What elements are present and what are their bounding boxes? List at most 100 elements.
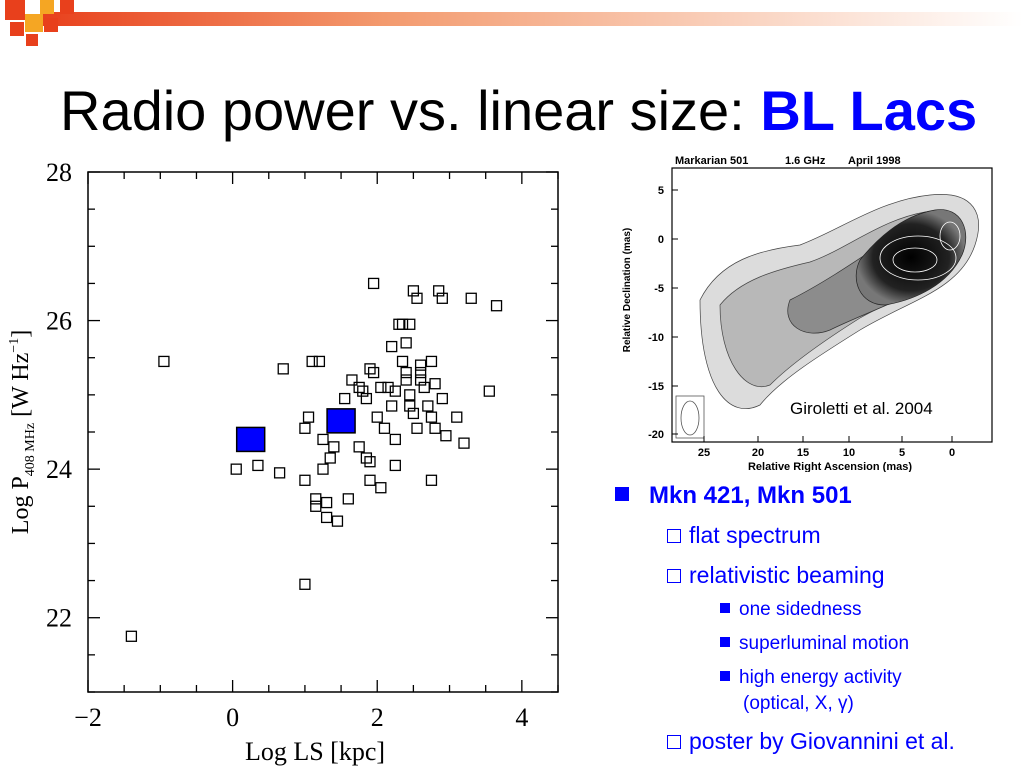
data-point — [367, 366, 380, 379]
y-tick-label: 22 — [46, 604, 72, 633]
bullet-superluminal: superluminal motion — [720, 631, 909, 657]
data-point — [378, 422, 391, 434]
data-point — [299, 578, 311, 590]
data-point — [458, 437, 470, 449]
data-point — [411, 422, 423, 434]
data-point — [400, 366, 412, 379]
map-y-tick-label: -15 — [648, 381, 664, 393]
map-x-label: Relative Right Ascension (mas) — [748, 461, 912, 472]
x-axis-label: Log LS [kpc] — [245, 737, 385, 766]
map-x-tick-label: 10 — [843, 447, 855, 459]
data-point — [317, 463, 329, 475]
x-tick-label: 2 — [371, 703, 384, 732]
map-x-tick-label: 25 — [698, 447, 710, 459]
highlight-point — [235, 426, 266, 453]
data-point — [273, 467, 286, 479]
data-point — [339, 392, 351, 405]
map-x-tick-label: 15 — [797, 447, 809, 459]
data-point — [389, 459, 401, 472]
data-point — [422, 400, 434, 412]
map-header-source: Markarian 501 — [675, 155, 748, 167]
data-point — [375, 482, 387, 494]
data-point — [125, 630, 138, 642]
data-point — [320, 511, 333, 524]
bullet-text: Mkn 421, Mkn 501 — [649, 482, 852, 509]
data-point — [360, 452, 373, 464]
data-point — [386, 400, 398, 412]
data-point — [320, 496, 333, 509]
bullet-text: high energy activity — [739, 667, 902, 688]
data-point — [342, 493, 354, 505]
data-point — [317, 433, 329, 446]
bullet-text: poster by Giovannini et al. — [689, 728, 955, 754]
x-tick-label: 4 — [515, 703, 528, 732]
data-point — [353, 441, 365, 453]
data-point — [324, 452, 336, 464]
bullet-text: one sidedness — [739, 599, 862, 620]
data-point — [414, 359, 427, 371]
bullet-one-sidedness: one sidedness — [720, 597, 862, 623]
data-point — [414, 374, 427, 386]
data-point — [425, 474, 438, 486]
title-main: Radio power vs. linear size: — [60, 79, 761, 142]
bullet-high-energy: high energy activity — [720, 665, 902, 691]
map-x-tick-label: 0 — [949, 447, 955, 459]
y-tick-label: 28 — [46, 158, 72, 187]
bullet-relativistic-beaming: relativistic beaming — [667, 562, 885, 589]
data-point — [299, 422, 311, 434]
vlbi-contour-map: Markarian 501 1.6 GHz April 1998 5 0 -5 -10… — [622, 155, 993, 472]
data-point — [440, 430, 452, 442]
bullet-poster: poster by Giovannini et al. — [667, 728, 955, 755]
map-y-tick-label: 0 — [658, 234, 664, 246]
map-x-tick-label: 5 — [899, 447, 905, 459]
x-tick-label: −2 — [74, 703, 102, 732]
map-y-tick-label: -10 — [648, 332, 664, 344]
y-tick-label: 26 — [46, 307, 72, 336]
map-axes: 5 0 -5 -10 -15 -20 25 20 15 10 5 0 — [648, 185, 955, 459]
data-point — [367, 277, 380, 290]
data-point — [346, 374, 358, 386]
filled-square-icon — [720, 637, 730, 647]
bullet-text: relativistic beaming — [689, 562, 885, 588]
bullet-text: superluminal motion — [739, 633, 910, 654]
data-point — [364, 456, 376, 468]
filled-square-icon — [720, 603, 730, 613]
bullet-level1: Mkn 421, Mkn 501 — [615, 482, 852, 510]
data-point — [158, 355, 170, 368]
data-point — [433, 285, 445, 297]
bullet-text: flat spectrum — [689, 522, 821, 548]
map-x-tick-label: 20 — [752, 447, 764, 459]
data-point — [371, 411, 383, 423]
data-point — [328, 441, 340, 453]
data-point — [364, 474, 376, 486]
data-point — [490, 300, 503, 312]
data-point — [418, 381, 430, 394]
map-header-date: April 1998 — [848, 155, 901, 167]
data-point — [436, 392, 448, 405]
map-y-label: Relative Declination (mas) — [622, 228, 633, 352]
map-header-frequency: 1.6 GHz — [785, 155, 826, 167]
y-axis-label: Log P408 MHz [W Hz−1] — [7, 330, 38, 534]
x-tick-label: 0 — [226, 703, 239, 732]
data-points — [125, 277, 503, 642]
data-point — [230, 463, 242, 475]
y-tick-label: 24 — [46, 455, 72, 484]
data-point — [389, 433, 401, 446]
data-point — [313, 355, 326, 368]
data-point — [451, 411, 463, 423]
bullet-high-energy-detail: (optical, X, γ) — [743, 693, 854, 714]
data-point — [411, 292, 423, 304]
jet-emission — [675, 194, 979, 439]
data-point — [252, 459, 264, 472]
hollow-square-icon — [667, 529, 681, 543]
data-point — [429, 422, 441, 434]
image-credit: Giroletti et al. 2004 — [790, 399, 933, 419]
data-point — [483, 385, 495, 397]
map-y-tick-label: -5 — [654, 283, 664, 295]
data-point — [331, 515, 344, 527]
data-point — [386, 340, 398, 353]
filled-square-icon — [615, 487, 629, 501]
data-point — [353, 381, 365, 394]
